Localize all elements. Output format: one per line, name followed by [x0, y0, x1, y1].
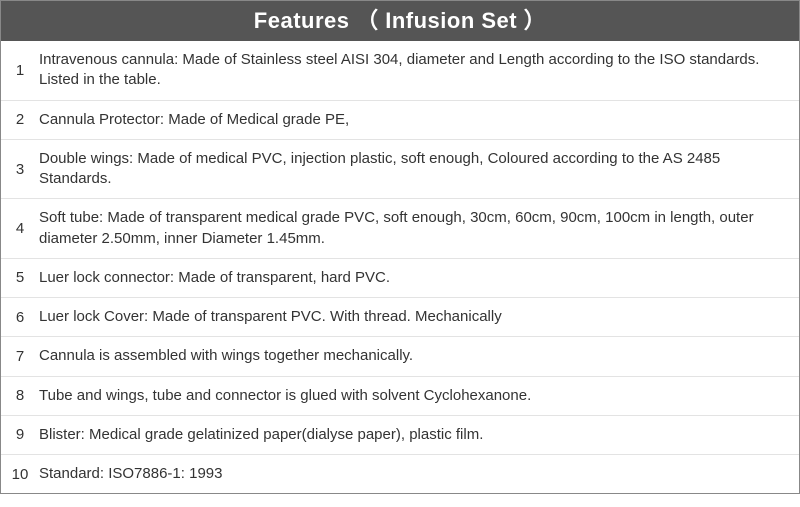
row-description: Luer lock connector: Made of transparent…	[39, 259, 799, 297]
row-description: Blister: Medical grade gelatinized paper…	[39, 416, 799, 454]
table-header: Features （ Infusion Set ）	[1, 1, 799, 41]
row-number: 9	[1, 426, 39, 443]
table-row: 9Blister: Medical grade gelatinized pape…	[1, 416, 799, 455]
row-number: 10	[1, 466, 39, 483]
row-number: 4	[1, 220, 39, 237]
row-description: Cannula Protector: Made of Medical grade…	[39, 101, 799, 139]
row-description: Luer lock Cover: Made of transparent PVC…	[39, 298, 799, 336]
row-number: 8	[1, 387, 39, 404]
table-row: 3Double wings: Made of medical PVC, inje…	[1, 140, 799, 200]
table-row: 8Tube and wings, tube and connector is g…	[1, 377, 799, 416]
row-number: 7	[1, 348, 39, 365]
table-row: 7Cannula is assembled with wings togethe…	[1, 337, 799, 376]
table-row: 5Luer lock connector: Made of transparen…	[1, 259, 799, 298]
row-description: Soft tube: Made of transparent medical g…	[39, 199, 799, 258]
table-row: 6Luer lock Cover: Made of transparent PV…	[1, 298, 799, 337]
row-description: Tube and wings, tube and connector is gl…	[39, 377, 799, 415]
table-body: 1Intravenous cannula: Made of Stainless …	[1, 41, 799, 493]
row-description: Cannula is assembled with wings together…	[39, 337, 799, 375]
row-description: Standard: ISO7886-1: 1993	[39, 455, 799, 493]
row-number: 5	[1, 269, 39, 286]
table-row: 10Standard: ISO7886-1: 1993	[1, 455, 799, 493]
row-description: Double wings: Made of medical PVC, injec…	[39, 140, 799, 199]
table-row: 4Soft tube: Made of transparent medical …	[1, 199, 799, 259]
row-number: 1	[1, 62, 39, 79]
row-number: 2	[1, 111, 39, 128]
row-number: 6	[1, 309, 39, 326]
features-table: Features （ Infusion Set ） 1Intravenous c…	[0, 0, 800, 494]
row-description: Intravenous cannula: Made of Stainless s…	[39, 41, 799, 100]
table-row: 1Intravenous cannula: Made of Stainless …	[1, 41, 799, 101]
table-row: 2Cannula Protector: Made of Medical grad…	[1, 101, 799, 140]
row-number: 3	[1, 161, 39, 178]
